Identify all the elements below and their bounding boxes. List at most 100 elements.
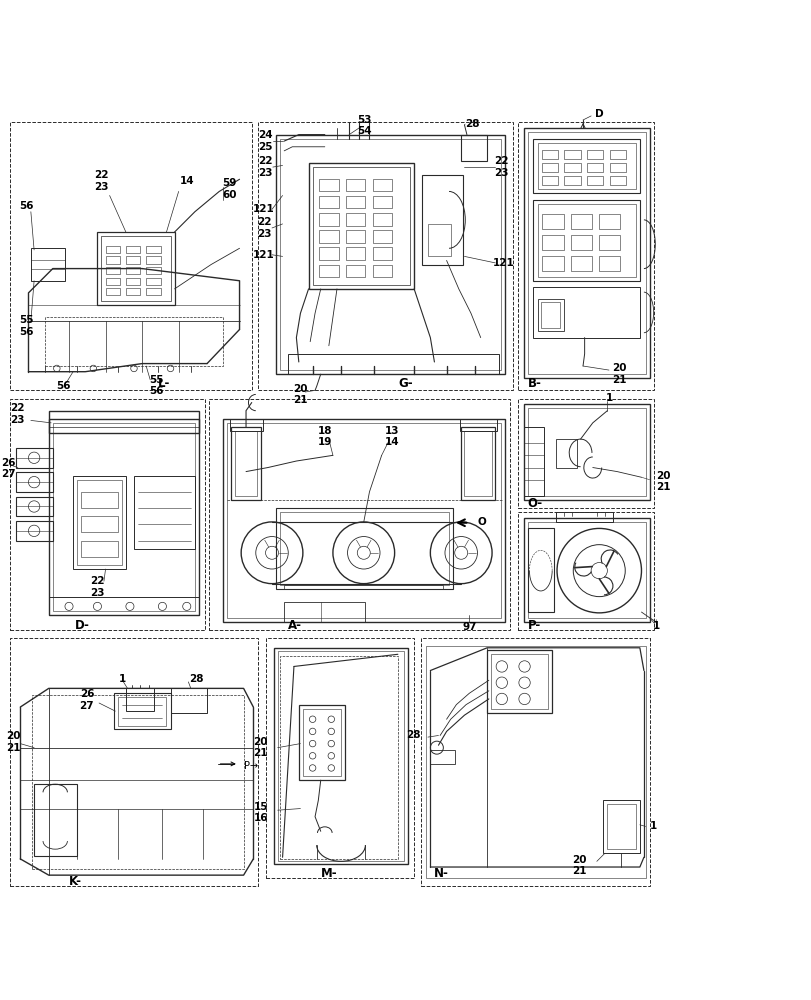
Bar <box>10 398 204 630</box>
Bar <box>599 256 620 271</box>
Text: B-: B- <box>527 377 541 390</box>
Bar <box>491 654 547 709</box>
Bar <box>609 163 625 172</box>
Text: 55
56: 55 56 <box>149 375 164 396</box>
Bar <box>319 247 338 260</box>
Text: 1: 1 <box>119 674 126 684</box>
Text: A-: A- <box>288 619 302 632</box>
Bar <box>308 163 414 289</box>
Text: 59
60: 59 60 <box>222 178 237 200</box>
Text: N-: N- <box>433 867 448 880</box>
Bar <box>126 256 140 264</box>
Bar <box>230 419 263 431</box>
Bar <box>523 128 649 378</box>
Bar <box>542 256 563 271</box>
Text: G-: G- <box>397 377 412 390</box>
Bar <box>564 176 580 185</box>
Text: 26
27: 26 27 <box>79 689 94 711</box>
Bar <box>227 423 500 618</box>
Bar <box>527 132 645 374</box>
Text: 24
25: 24 25 <box>258 130 272 152</box>
Text: 121: 121 <box>253 250 274 260</box>
Bar <box>345 213 365 226</box>
Text: 28: 28 <box>406 730 420 740</box>
Bar <box>77 480 122 565</box>
Bar <box>10 122 251 390</box>
Bar <box>586 163 603 172</box>
Bar <box>609 150 625 159</box>
Text: 14: 14 <box>179 176 194 186</box>
Text: 20
21: 20 21 <box>655 471 670 492</box>
Bar <box>372 230 392 243</box>
Text: 28: 28 <box>465 119 479 129</box>
Bar <box>372 196 392 208</box>
Bar <box>564 150 580 159</box>
Bar <box>537 204 635 277</box>
Bar <box>114 693 170 729</box>
Text: 56: 56 <box>19 201 33 211</box>
Bar <box>319 196 338 208</box>
Text: 20
21: 20 21 <box>6 731 20 753</box>
Bar <box>277 651 404 861</box>
Text: O-: O- <box>527 497 543 510</box>
Text: 22
23: 22 23 <box>494 156 508 178</box>
Bar <box>564 163 580 172</box>
Bar <box>274 648 407 864</box>
Bar <box>517 398 653 508</box>
Bar <box>312 167 410 285</box>
Bar <box>105 267 120 274</box>
Bar <box>586 150 603 159</box>
Text: 18
19: 18 19 <box>317 426 332 447</box>
Bar <box>16 472 53 492</box>
Text: 1: 1 <box>606 393 612 403</box>
Bar <box>235 431 257 496</box>
Bar <box>81 541 118 557</box>
Text: 1: 1 <box>649 821 656 831</box>
Bar <box>541 163 557 172</box>
Bar <box>126 688 154 711</box>
Bar <box>533 139 639 193</box>
Bar <box>537 143 635 189</box>
Bar <box>16 448 53 468</box>
Bar <box>570 256 591 271</box>
Bar <box>570 214 591 229</box>
Bar <box>537 299 564 331</box>
Text: 1: 1 <box>652 621 659 631</box>
Text: 13
14: 13 14 <box>384 426 399 447</box>
Bar <box>298 705 345 780</box>
Bar <box>146 278 161 285</box>
Bar <box>134 476 195 549</box>
Text: 20
21: 20 21 <box>571 855 586 876</box>
Bar <box>523 427 543 496</box>
Bar <box>303 709 341 776</box>
Text: 53
54: 53 54 <box>357 115 371 136</box>
Bar <box>101 236 170 301</box>
Bar <box>276 135 504 374</box>
Text: 20
21: 20 21 <box>293 384 307 405</box>
Bar <box>105 256 120 264</box>
Bar <box>126 288 140 295</box>
Bar <box>288 354 499 374</box>
Bar <box>105 246 120 253</box>
Text: 26
27: 26 27 <box>1 458 15 479</box>
Bar <box>81 516 118 532</box>
Bar <box>556 439 576 468</box>
Bar <box>73 476 126 569</box>
Bar <box>599 235 620 250</box>
Bar <box>345 265 365 277</box>
Bar <box>280 139 500 370</box>
Bar <box>541 176 557 185</box>
Bar <box>523 518 649 622</box>
Text: 22
23: 22 23 <box>11 403 25 425</box>
Text: 15
16: 15 16 <box>253 802 268 823</box>
Bar <box>146 246 161 253</box>
Bar <box>527 522 645 618</box>
Text: 121: 121 <box>253 204 274 214</box>
Bar <box>146 288 161 295</box>
Bar <box>319 213 338 226</box>
Bar <box>345 179 365 191</box>
Bar <box>209 398 509 630</box>
Text: 20
21: 20 21 <box>253 737 268 758</box>
Bar <box>372 265 392 277</box>
Bar <box>276 508 453 589</box>
